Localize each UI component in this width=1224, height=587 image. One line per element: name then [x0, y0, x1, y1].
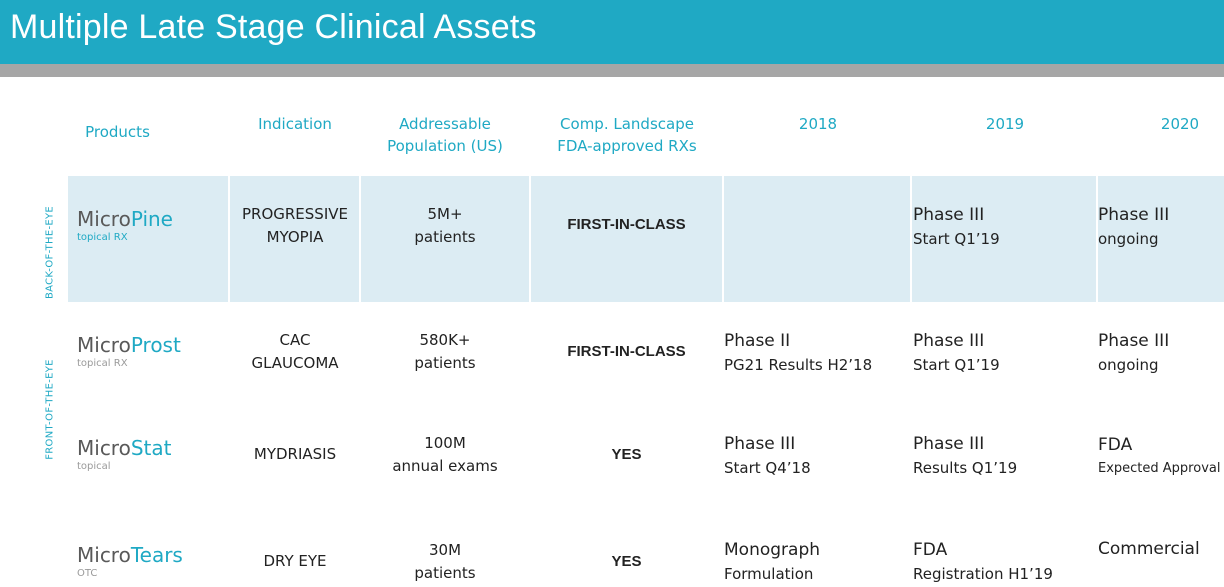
status-2020-cell: Commercial: [1098, 539, 1200, 559]
status-2019-cell: Phase III Start Q1’19: [913, 205, 1000, 248]
landscape-cell: FIRST-IN-CLASS: [567, 343, 686, 360]
product-microprost: MicroProst topical RX: [77, 333, 181, 371]
column-header-indication: Indication: [258, 115, 332, 133]
product-type: topical RX: [77, 358, 128, 369]
landscape-cell: YES: [611, 553, 642, 570]
landscape-cell: FIRST-IN-CLASS: [567, 216, 686, 233]
column-header-landscape: Comp. Landscape FDA-approved RXs: [532, 113, 722, 157]
side-label-front: FRONT-OF-THE-EYE: [44, 359, 56, 460]
product-name: MicroStat: [77, 436, 172, 460]
product-microstat: MicroStat topical: [77, 436, 171, 474]
indication-cell: CAC GLAUCOMA: [251, 331, 339, 372]
product-type: topical: [77, 461, 111, 472]
column-header-landscape-line2: FDA-approved RXs: [557, 137, 697, 155]
status-2020-cell: Phase III ongoing: [1098, 331, 1170, 374]
column-header-2019: 2019: [985, 115, 1025, 133]
cell-divider: [228, 176, 230, 302]
cell-divider: [359, 176, 361, 302]
status-2020-cell: FDA Expected Approval: [1098, 435, 1221, 476]
title-bar: Multiple Late Stage Clinical Assets: [0, 0, 1224, 64]
column-header-population: Addressable Population (US): [365, 113, 525, 157]
column-header-landscape-line1: Comp. Landscape: [560, 115, 694, 133]
column-header-products: Products: [85, 123, 150, 141]
cell-divider: [529, 176, 531, 302]
cell-divider: [910, 176, 912, 302]
column-header-2018: 2018: [798, 115, 838, 133]
population-cell: 100M annual exams: [392, 434, 498, 475]
status-2018-cell: Phase II PG21 Results H2’18: [724, 331, 873, 374]
product-name: MicroPine: [77, 207, 173, 231]
population-cell: 580K+ patients: [414, 331, 476, 372]
product-type: topical RX: [77, 232, 128, 243]
product-name: MicroProst: [77, 333, 181, 357]
column-header-population-line1: Addressable: [399, 115, 491, 133]
page-title: Multiple Late Stage Clinical Assets: [10, 8, 537, 46]
status-2020-cell: Phase III ongoing: [1098, 205, 1170, 248]
indication-cell: PROGRESSIVE MYOPIA: [241, 205, 348, 246]
population-cell: 5M+ patients: [414, 205, 476, 246]
landscape-cell: YES: [611, 446, 642, 463]
product-microtears: MicroTears OTC: [77, 543, 183, 581]
row-separator: [68, 174, 1224, 176]
divider-strip: [0, 64, 1224, 77]
indication-cell: DRY EYE: [263, 552, 327, 570]
highlight-band: [68, 176, 1224, 302]
column-header-2020: 2020: [1160, 115, 1200, 133]
cell-divider: [722, 176, 724, 302]
status-2018-cell: Monograph Formulation: [724, 540, 821, 583]
cell-divider: [1096, 176, 1098, 302]
indication-cell: MYDRIASIS: [253, 445, 337, 463]
column-header-population-line2: Population (US): [387, 137, 503, 155]
status-2019-cell: FDA Registration H1’19: [913, 540, 1053, 583]
status-2018-cell: Phase III Start Q4’18: [724, 434, 811, 477]
status-2019-cell: Phase III Start Q1’19: [913, 331, 1000, 374]
status-2019-cell: Phase III Results Q1’19: [913, 434, 1018, 477]
side-label-back: BACK-OF-THE-EYE: [44, 206, 56, 300]
population-cell: 30M patients: [414, 541, 476, 582]
product-name: MicroTears: [77, 543, 183, 567]
product-type: OTC: [77, 568, 98, 579]
product-micropine: MicroPine topical RX: [77, 207, 173, 245]
